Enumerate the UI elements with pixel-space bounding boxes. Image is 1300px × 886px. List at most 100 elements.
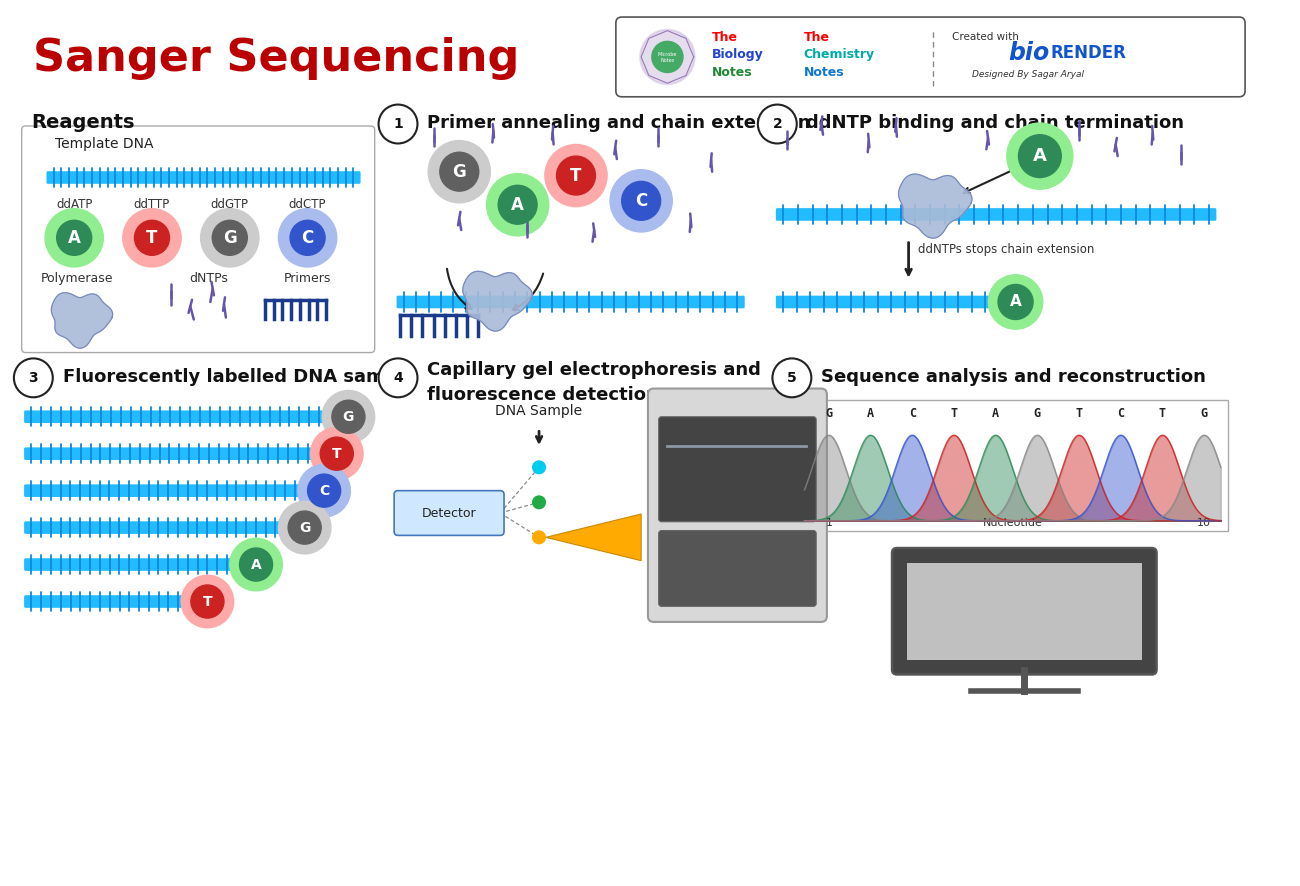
FancyBboxPatch shape (798, 400, 1227, 531)
FancyBboxPatch shape (25, 410, 326, 423)
Text: T: T (203, 595, 212, 609)
Text: G: G (299, 521, 311, 534)
Circle shape (230, 539, 282, 591)
Circle shape (378, 359, 417, 397)
Text: A: A (1034, 147, 1046, 165)
Text: Primers: Primers (283, 272, 332, 285)
Polygon shape (52, 292, 113, 348)
Text: A: A (251, 557, 261, 571)
FancyBboxPatch shape (22, 126, 374, 353)
Circle shape (278, 208, 337, 267)
Text: fluorescence detection: fluorescence detection (428, 386, 659, 404)
Text: G: G (826, 407, 832, 420)
Circle shape (57, 221, 92, 255)
Circle shape (545, 144, 607, 206)
FancyBboxPatch shape (396, 296, 745, 308)
Text: A: A (1010, 294, 1022, 309)
Text: The: The (803, 31, 829, 44)
Circle shape (181, 575, 234, 628)
Circle shape (278, 501, 332, 554)
FancyBboxPatch shape (25, 558, 234, 571)
Circle shape (212, 221, 247, 255)
Text: Capillary gel electrophoresis and: Capillary gel electrophoresis and (428, 361, 760, 379)
Text: 4: 4 (393, 371, 403, 385)
Text: Laser: Laser (580, 529, 615, 542)
Text: Biology: Biology (712, 49, 764, 61)
Circle shape (322, 391, 374, 443)
Circle shape (498, 185, 537, 224)
Text: Nucleotide: Nucleotide (983, 517, 1043, 527)
Text: 1: 1 (393, 117, 403, 131)
Circle shape (122, 208, 181, 267)
Circle shape (998, 284, 1034, 320)
Text: 3: 3 (29, 371, 38, 385)
Text: T: T (571, 167, 581, 184)
Circle shape (308, 474, 341, 507)
Circle shape (1006, 123, 1072, 190)
Text: C: C (634, 192, 647, 210)
Text: 1: 1 (826, 517, 832, 527)
Text: The: The (712, 31, 738, 44)
Circle shape (772, 359, 811, 397)
Text: Fluorescently labelled DNA sample: Fluorescently labelled DNA sample (62, 368, 416, 386)
FancyBboxPatch shape (892, 548, 1157, 674)
Text: Notes: Notes (660, 58, 675, 63)
Text: Microbe: Microbe (658, 51, 677, 57)
Text: T: T (1160, 407, 1166, 420)
Text: RENDER: RENDER (1050, 44, 1126, 62)
FancyBboxPatch shape (25, 595, 186, 608)
Text: bio: bio (1008, 41, 1049, 65)
Circle shape (621, 182, 660, 221)
Circle shape (378, 105, 417, 144)
Circle shape (200, 208, 259, 267)
Circle shape (14, 359, 53, 397)
FancyBboxPatch shape (616, 17, 1245, 97)
Text: DNA Sample: DNA Sample (495, 404, 582, 418)
Text: A: A (511, 196, 524, 214)
Polygon shape (546, 514, 641, 561)
Circle shape (46, 208, 104, 267)
Text: G: G (1201, 407, 1208, 420)
Circle shape (332, 400, 365, 433)
Circle shape (134, 221, 169, 255)
Text: Created with: Created with (953, 33, 1019, 43)
FancyBboxPatch shape (659, 531, 816, 606)
Text: Template DNA: Template DNA (55, 137, 153, 152)
Text: Designed By Sagar Aryal: Designed By Sagar Aryal (972, 70, 1084, 79)
Text: Notes: Notes (803, 66, 844, 79)
Text: G: G (1034, 407, 1041, 420)
Text: Chemistry: Chemistry (803, 49, 875, 61)
Text: 10: 10 (1197, 517, 1212, 527)
Circle shape (320, 437, 354, 470)
Text: ddTTP: ddTTP (134, 198, 170, 211)
Circle shape (533, 496, 546, 509)
Circle shape (758, 105, 797, 144)
Circle shape (533, 531, 546, 544)
Text: ddNTP binding and chain termination: ddNTP binding and chain termination (806, 114, 1184, 132)
Text: 5: 5 (786, 371, 797, 385)
Circle shape (239, 548, 273, 581)
Text: A: A (68, 229, 81, 247)
Text: G: G (452, 163, 467, 181)
Circle shape (439, 152, 478, 191)
Circle shape (428, 141, 490, 203)
Text: Primer annealing and chain extension: Primer annealing and chain extension (428, 114, 811, 132)
FancyBboxPatch shape (25, 447, 315, 460)
Text: Reagents: Reagents (31, 113, 135, 132)
Text: G: G (222, 229, 237, 247)
Text: ddGTP: ddGTP (211, 198, 248, 211)
Circle shape (533, 461, 546, 474)
Text: Sanger Sequencing: Sanger Sequencing (34, 37, 520, 81)
Text: Notes: Notes (712, 66, 753, 79)
Text: Detector: Detector (421, 507, 476, 519)
Text: T: T (147, 229, 157, 247)
FancyBboxPatch shape (659, 416, 816, 522)
Circle shape (191, 585, 224, 618)
FancyBboxPatch shape (47, 171, 360, 183)
Text: 2: 2 (772, 117, 783, 131)
Circle shape (311, 427, 363, 480)
Text: T: T (332, 447, 342, 461)
FancyBboxPatch shape (25, 521, 283, 534)
FancyBboxPatch shape (776, 208, 1217, 221)
Text: A: A (992, 407, 1000, 420)
